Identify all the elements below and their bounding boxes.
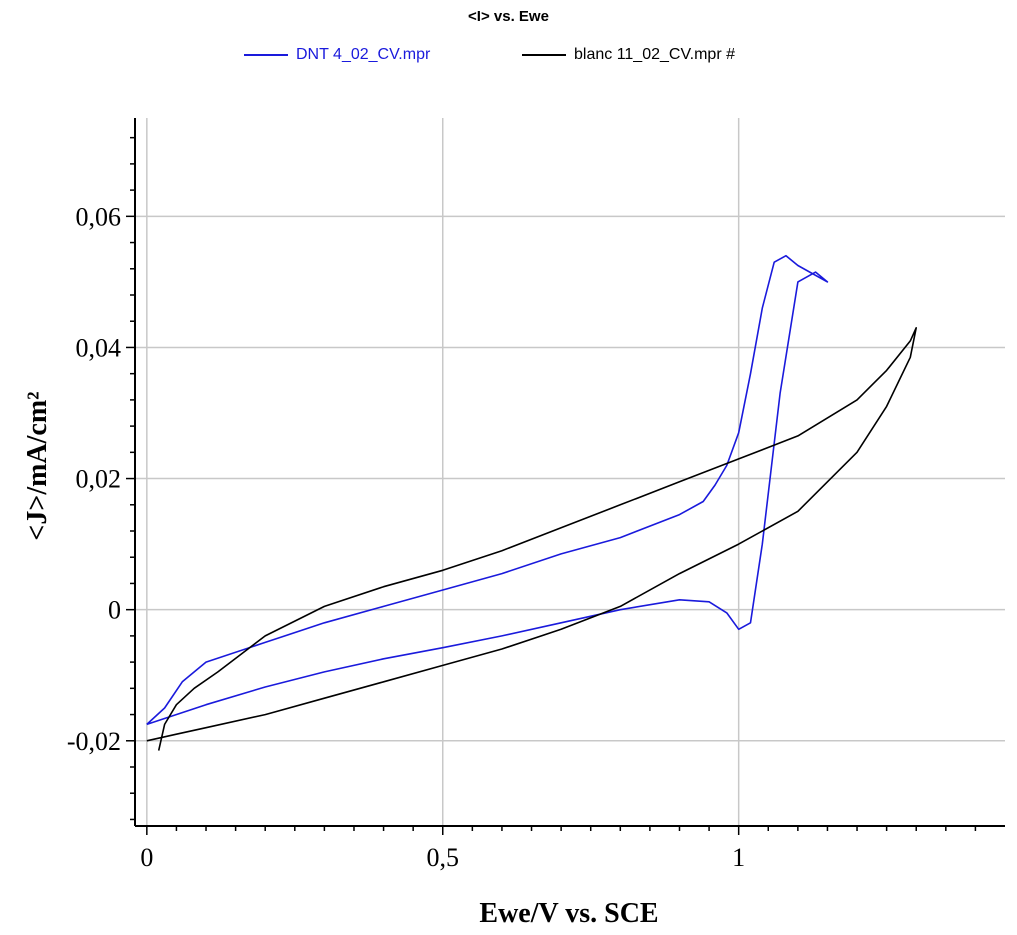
legend-label-blanc: blanc 11_02_CV.mpr # (574, 46, 735, 63)
x-axis-title: Ewe/V vs. SCE (479, 898, 658, 929)
legend-swatch-dnt (244, 54, 288, 56)
y-axis-title: <J>/mA/cm² (22, 391, 53, 540)
y-tick-label: 0,06 (76, 202, 122, 231)
y-tick-label: -0,02 (67, 727, 121, 756)
tick-labels: 0 0,5 1 -0,02 0 0,02 0,04 0,06 (67, 202, 745, 872)
y-tick-label: 0 (108, 596, 121, 625)
grid-lines (135, 118, 1005, 826)
y-tick-label: 0,02 (76, 465, 122, 494)
chart-title: <I> vs. Ewe (468, 8, 549, 25)
axes (126, 118, 1005, 835)
series-group (146, 254, 917, 751)
series-line-1 (146, 327, 917, 751)
legend-label-dnt: DNT 4_02_CV.mpr (296, 46, 431, 63)
x-tick-label: 0 (140, 843, 153, 872)
x-tick-label: 0,5 (427, 843, 460, 872)
series-line-0 (146, 254, 829, 726)
legend-swatch-blanc (522, 54, 566, 56)
x-tick-label: 1 (732, 843, 745, 872)
legend: DNT 4_02_CV.mpr blanc 11_02_CV.mpr # (0, 46, 1017, 70)
legend-item-blanc: blanc 11_02_CV.mpr # (522, 46, 735, 64)
legend-item-dnt: DNT 4_02_CV.mpr (244, 46, 430, 64)
y-tick-label: 0,04 (76, 333, 122, 362)
